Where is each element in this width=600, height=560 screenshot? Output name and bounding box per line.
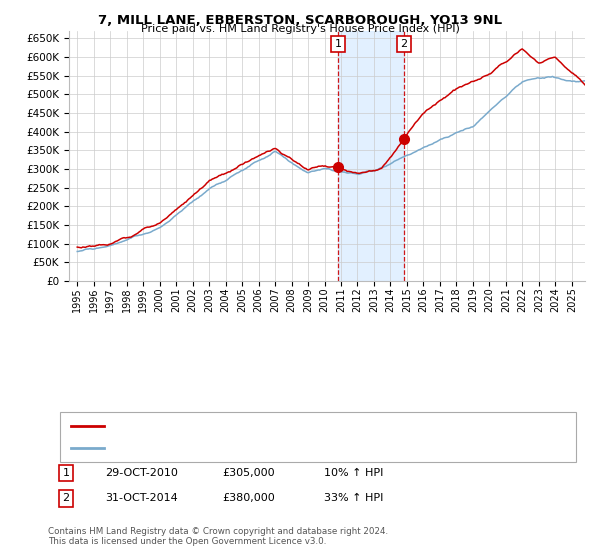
Bar xyxy=(338,31,404,281)
Text: £305,000: £305,000 xyxy=(222,468,275,478)
Text: 1: 1 xyxy=(62,468,70,478)
Text: 33% ↑ HPI: 33% ↑ HPI xyxy=(324,493,383,503)
Text: 29-OCT-2010: 29-OCT-2010 xyxy=(105,468,178,478)
Text: £380,000: £380,000 xyxy=(222,493,275,503)
Text: 10% ↑ HPI: 10% ↑ HPI xyxy=(324,468,383,478)
Text: 7, MILL LANE, EBBERSTON, SCARBOROUGH, YO13 9NL (detached house): 7, MILL LANE, EBBERSTON, SCARBOROUGH, YO… xyxy=(111,421,489,431)
Text: 2: 2 xyxy=(62,493,70,503)
Text: Contains HM Land Registry data © Crown copyright and database right 2024.
This d: Contains HM Land Registry data © Crown c… xyxy=(48,526,388,546)
Text: 31-OCT-2014: 31-OCT-2014 xyxy=(105,493,178,503)
Text: HPI: Average price, detached house, North Yorkshire: HPI: Average price, detached house, Nort… xyxy=(111,443,384,453)
Text: 2: 2 xyxy=(401,39,408,49)
Text: 1: 1 xyxy=(335,39,342,49)
Text: Price paid vs. HM Land Registry's House Price Index (HPI): Price paid vs. HM Land Registry's House … xyxy=(140,24,460,34)
Text: 7, MILL LANE, EBBERSTON, SCARBOROUGH, YO13 9NL: 7, MILL LANE, EBBERSTON, SCARBOROUGH, YO… xyxy=(98,14,502,27)
